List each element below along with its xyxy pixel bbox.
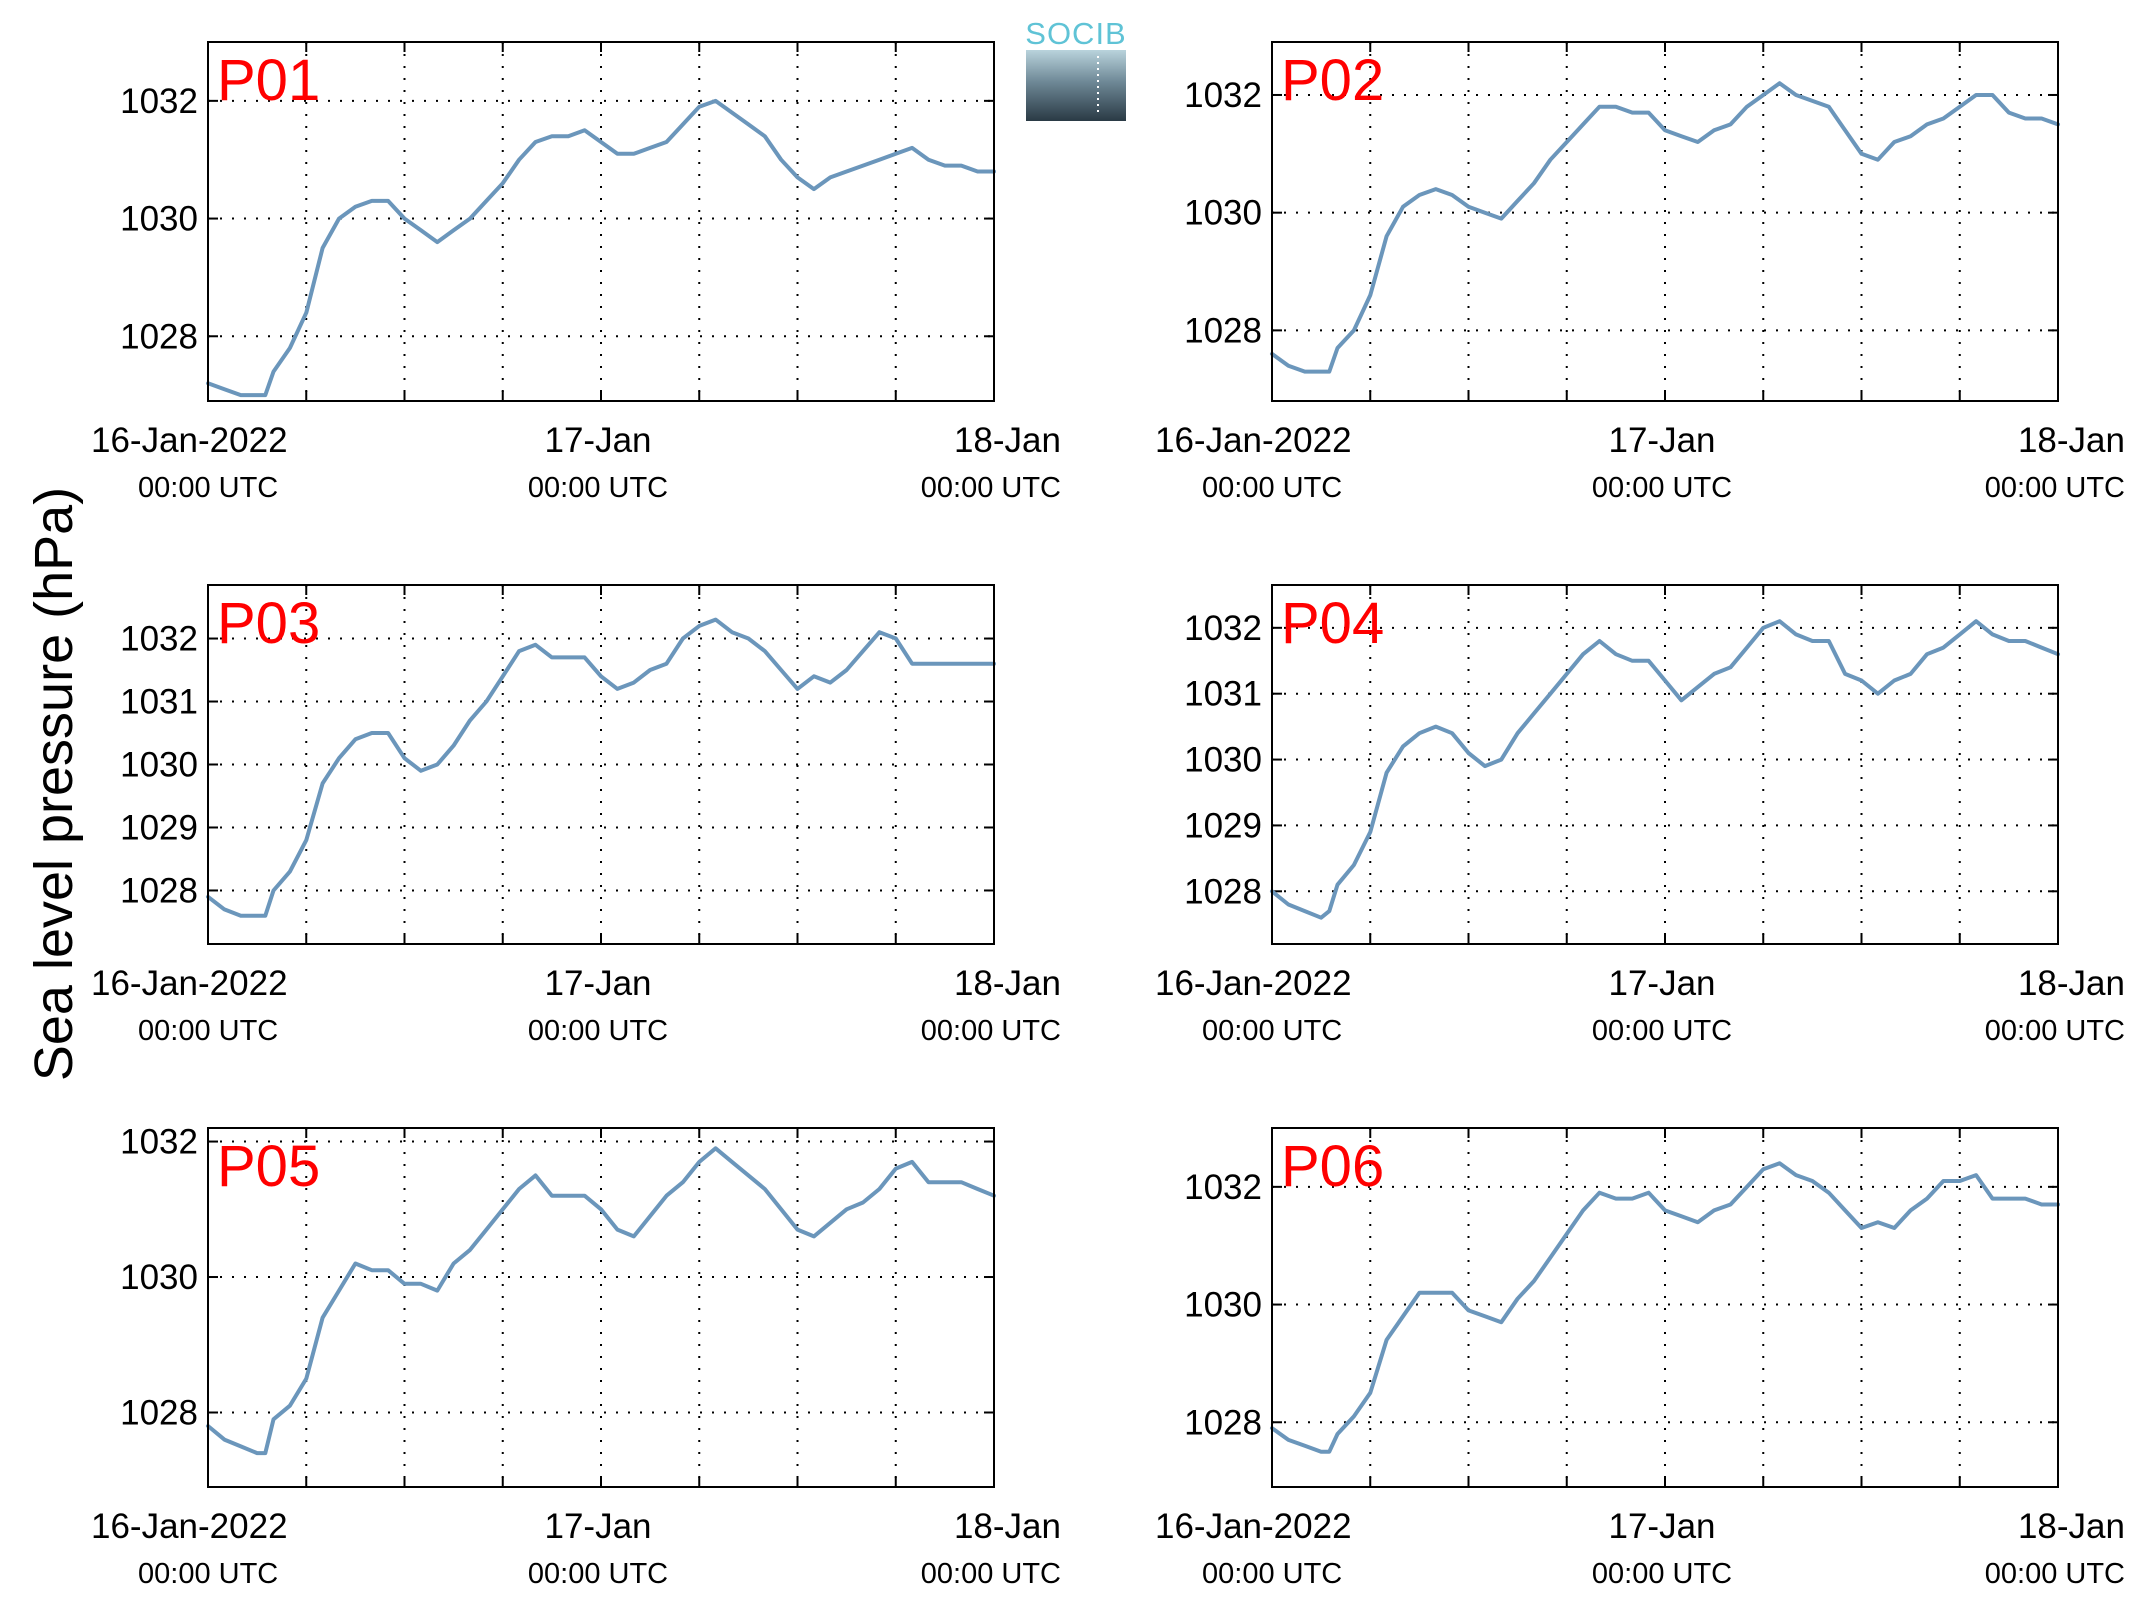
x-tick-label: 17-Jan [1608,964,1715,1003]
y-tick-label: 1030 [120,1258,198,1297]
panel-label-p05: P05 [217,1134,320,1199]
y-tick-label: 1028 [120,1393,198,1432]
x-tick-sublabel: 00:00 UTC [1592,1558,1732,1590]
y-tick-label: 1028 [1184,311,1262,350]
y-tick-label: 1030 [1184,1286,1262,1325]
x-tick-sublabel: 00:00 UTC [528,1015,668,1047]
series-line-p01 [206,98,996,398]
series-line-p04 [1270,619,2060,920]
x-tick-sublabel: 00:00 UTC [138,472,278,504]
x-tick-sublabel: 00:00 UTC [1985,1558,2125,1590]
y-tick-label: 1028 [120,871,198,910]
plot-frame [207,1127,995,1488]
panel-p06: 1028 1030 1032 16-Jan-2022 00:00 UTC 17-Jan 00… [1155,1127,2125,1590]
y-tick-label: 1030 [120,200,198,239]
panel-p03: 1028 1029 1030 1031 1032 16-Jan-2022 00:00 UTC… [91,584,1061,1047]
y-tick-label: 1028 [1184,872,1262,911]
x-tick-sublabel: 00:00 UTC [1202,472,1342,504]
x-tick-sublabel: 00:00 UTC [138,1015,278,1047]
panel-label-p03: P03 [217,591,320,656]
panel-p04: 1028 1029 1030 1031 1032 16-Jan-2022 00:00 UTC… [1155,584,2125,1047]
plot-frame [207,584,995,945]
x-tick-sublabel: 00:00 UTC [528,1558,668,1590]
y-tick-label: 1031 [1184,675,1262,714]
x-tick-label: 16-Jan-2022 [91,964,288,1003]
y-tick-label: 1029 [1184,806,1262,845]
logo-block [1026,50,1126,121]
x-tick-label: 16-Jan-2022 [1155,964,1352,1003]
y-tick-label: 1032 [1184,76,1262,115]
logo-text: SOCIB [1025,16,1126,51]
series-line-p03 [206,617,996,918]
x-tick-label: 17-Jan [1608,1507,1715,1546]
panel-label-p04: P04 [1281,591,1384,656]
x-tick-label: 16-Jan-2022 [91,421,288,460]
x-tick-label: 18-Jan [2018,964,2125,1003]
panel-label-p01: P01 [217,48,320,113]
y-tick-label: 1032 [1184,609,1262,648]
y-tick-label: 1028 [1184,1403,1262,1442]
x-tick-label: 18-Jan [2018,1507,2125,1546]
y-tick-label: 1030 [1184,194,1262,233]
y-tick-label: 1030 [120,746,198,785]
x-tick-sublabel: 00:00 UTC [921,472,1061,504]
x-tick-sublabel: 00:00 UTC [1592,472,1732,504]
x-tick-sublabel: 00:00 UTC [921,1558,1061,1590]
y-tick-label: 1031 [120,683,198,722]
plot-frame [207,41,995,402]
x-tick-label: 17-Jan [544,964,651,1003]
x-tick-label: 18-Jan [954,964,1061,1003]
x-tick-label: 17-Jan [1608,421,1715,460]
x-tick-label: 16-Jan-2022 [1155,1507,1352,1546]
panel-label-p02: P02 [1281,48,1384,113]
x-tick-label: 17-Jan [544,1507,651,1546]
x-tick-label: 17-Jan [544,421,651,460]
y-tick-label: 1028 [120,317,198,356]
panel-label-p06: P06 [1281,1134,1384,1199]
x-tick-label: 16-Jan-2022 [91,1507,288,1546]
x-tick-sublabel: 00:00 UTC [528,472,668,504]
plot-frame [1271,584,2059,945]
x-tick-sublabel: 00:00 UTC [1202,1015,1342,1047]
y-axis-label: Sea level pressure (hPa) [24,487,84,1081]
x-tick-label: 18-Jan [954,1507,1061,1546]
series-line-p06 [1270,1161,2060,1454]
x-tick-sublabel: 00:00 UTC [1985,1015,2125,1047]
y-tick-label: 1032 [120,620,198,659]
x-tick-label: 18-Jan [954,421,1061,460]
x-tick-sublabel: 00:00 UTC [138,1558,278,1590]
x-tick-label: 18-Jan [2018,421,2125,460]
y-tick-label: 1030 [1184,741,1262,780]
x-tick-sublabel: 00:00 UTC [1985,472,2125,504]
panel-p02: 1028 1030 1032 16-Jan-2022 00:00 UTC 17-Jan 00… [1155,41,2125,504]
plot-frame [1271,1127,2059,1488]
panel-p01: 1028 1030 1032 16-Jan-2022 00:00 UTC 17-Jan 00… [91,41,1061,504]
plot-frame [1271,41,2059,402]
panel-p05: 1028 1030 1032 16-Jan-2022 00:00 UTC 17-Jan 00… [91,1123,1061,1590]
series-line-p05 [206,1146,996,1456]
x-tick-sublabel: 00:00 UTC [1592,1015,1732,1047]
y-tick-label: 1032 [120,82,198,121]
socib-logo: SOCIB [1025,16,1126,121]
series-line-p02 [1270,81,2060,374]
x-tick-label: 16-Jan-2022 [1155,421,1352,460]
y-tick-label: 1032 [120,1123,198,1162]
x-tick-sublabel: 00:00 UTC [921,1015,1061,1047]
y-tick-label: 1029 [120,808,198,847]
x-tick-sublabel: 00:00 UTC [1202,1558,1342,1590]
y-tick-label: 1032 [1184,1168,1262,1207]
